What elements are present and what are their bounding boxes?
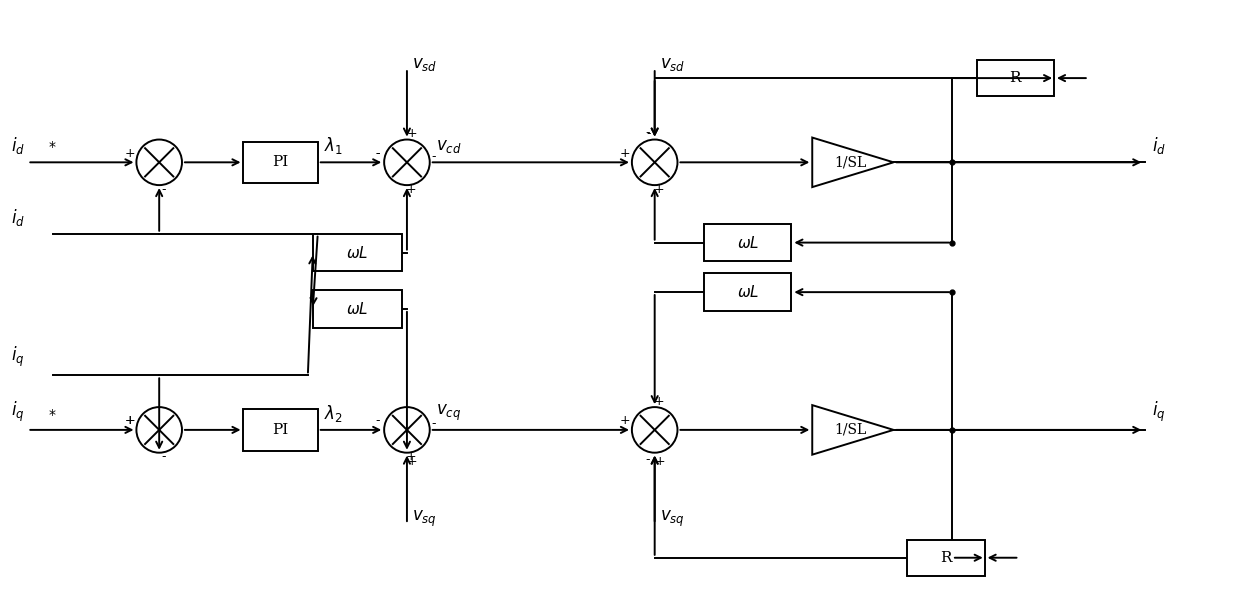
Text: $i_q$: $i_q$: [1152, 400, 1166, 424]
Text: -: -: [646, 126, 650, 139]
Text: +: +: [405, 450, 417, 463]
Text: $v_{sq}$: $v_{sq}$: [660, 509, 684, 529]
Text: +: +: [124, 415, 135, 428]
Text: $v_{cq}$: $v_{cq}$: [435, 403, 461, 423]
Text: -: -: [646, 127, 651, 140]
Text: $\omega L$: $\omega L$: [346, 245, 368, 261]
Text: +: +: [405, 182, 417, 196]
Text: 1/SL: 1/SL: [835, 423, 867, 437]
Text: $*$: $*$: [48, 139, 57, 152]
Text: $i_d$: $i_d$: [11, 207, 25, 228]
Text: -: -: [374, 415, 379, 428]
Text: PI: PI: [273, 423, 289, 437]
Bar: [243, 409, 317, 451]
Text: $\omega L$: $\omega L$: [346, 301, 368, 317]
Text: $v_{cd}$: $v_{cd}$: [435, 139, 461, 155]
Text: $v_{sd}$: $v_{sd}$: [660, 56, 684, 73]
Bar: [312, 290, 402, 328]
Text: -: -: [161, 182, 165, 196]
Text: $i_d$: $i_d$: [1152, 136, 1166, 156]
Bar: [704, 224, 791, 261]
Text: +: +: [407, 455, 417, 468]
Bar: [312, 233, 402, 271]
Text: R: R: [940, 551, 952, 565]
Text: $\omega L$: $\omega L$: [737, 235, 759, 251]
Text: +: +: [653, 395, 663, 408]
Bar: [704, 274, 791, 311]
Text: $v_{sq}$: $v_{sq}$: [412, 509, 436, 529]
Text: +: +: [407, 127, 417, 140]
Text: 1/SL: 1/SL: [835, 155, 867, 169]
Text: -: -: [161, 450, 165, 463]
Bar: [908, 540, 985, 575]
Text: +: +: [620, 147, 630, 160]
Text: +: +: [653, 182, 663, 196]
Text: R: R: [1009, 71, 1022, 85]
Bar: [977, 60, 1054, 96]
Text: $\lambda_2$: $\lambda_2$: [324, 403, 342, 424]
Text: +: +: [124, 415, 135, 428]
Bar: [243, 142, 317, 183]
Text: -: -: [432, 150, 436, 163]
Text: $v_{sd}$: $v_{sd}$: [412, 56, 438, 73]
Text: $i_d$: $i_d$: [11, 136, 25, 156]
Text: PI: PI: [273, 155, 289, 169]
Text: $i_q$: $i_q$: [11, 400, 24, 424]
Text: -: -: [374, 147, 379, 160]
Text: -: -: [374, 147, 379, 160]
Text: $\omega L$: $\omega L$: [737, 284, 759, 300]
Text: $*$: $*$: [48, 406, 57, 420]
Text: +: +: [124, 147, 135, 160]
Text: $i_q$: $i_q$: [11, 345, 24, 370]
Text: +: +: [620, 415, 630, 428]
Text: -: -: [432, 418, 436, 431]
Text: $\lambda_1$: $\lambda_1$: [324, 136, 342, 156]
Text: +: +: [655, 455, 665, 468]
Text: -: -: [646, 453, 650, 466]
